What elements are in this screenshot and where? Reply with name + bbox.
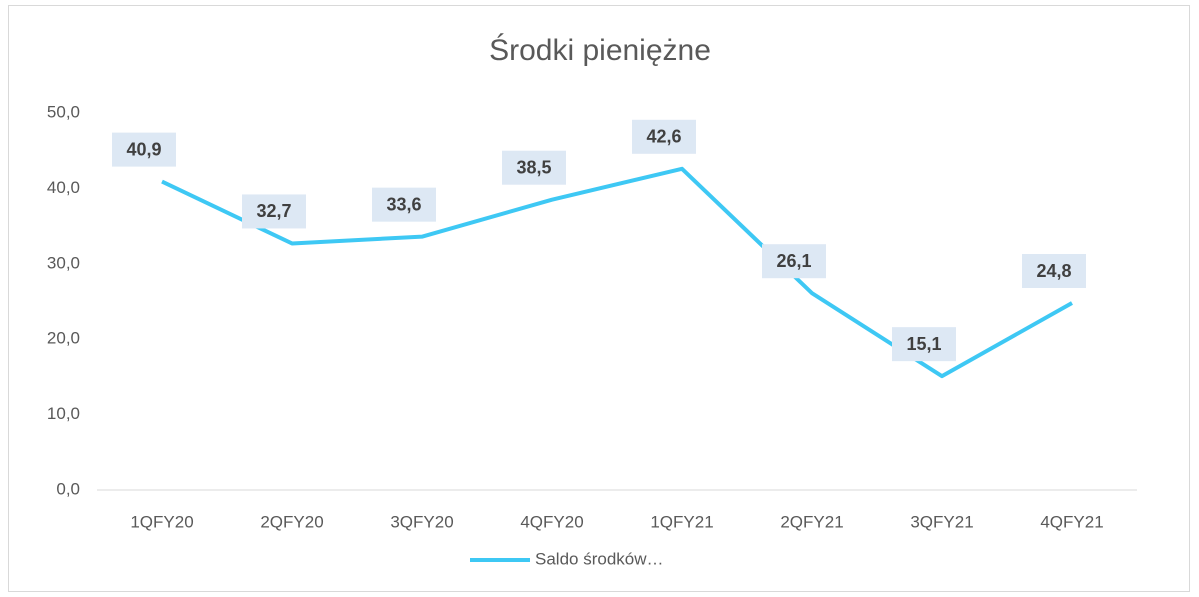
data-label-group: 38,5 bbox=[502, 150, 566, 185]
y-tick-label: 30,0 bbox=[47, 253, 80, 272]
data-label: 38,5 bbox=[516, 157, 551, 177]
x-tick-label: 1QFY21 bbox=[650, 512, 713, 531]
data-label-box bbox=[892, 327, 956, 362]
data-label-box bbox=[242, 194, 306, 229]
data-label: 15,1 bbox=[906, 334, 941, 354]
y-tick-label: 10,0 bbox=[47, 404, 80, 423]
data-label-group: 40,9 bbox=[112, 132, 176, 167]
data-label-box bbox=[502, 150, 566, 185]
data-label-box bbox=[112, 132, 176, 167]
y-tick-label: 20,0 bbox=[47, 329, 80, 348]
data-label-box bbox=[632, 119, 696, 154]
x-tick-label: 2QFY21 bbox=[780, 512, 843, 531]
data-label: 40,9 bbox=[126, 139, 161, 159]
data-label: 26,1 bbox=[776, 251, 811, 271]
data-label-box bbox=[762, 244, 826, 279]
x-tick-label: 4QFY21 bbox=[1040, 512, 1103, 531]
chart-border bbox=[8, 5, 1190, 592]
y-tick-label: 40,0 bbox=[47, 178, 80, 197]
y-tick-label: 0,0 bbox=[56, 479, 80, 498]
x-tick-label: 4QFY20 bbox=[520, 512, 583, 531]
data-label: 42,6 bbox=[646, 127, 681, 147]
x-tick-label: 3QFY21 bbox=[910, 512, 973, 531]
data-label-group: 42,6 bbox=[632, 119, 696, 154]
data-label: 33,6 bbox=[386, 194, 421, 214]
data-label-box bbox=[372, 187, 436, 222]
data-label: 32,7 bbox=[256, 201, 291, 221]
data-label-group: 33,6 bbox=[372, 187, 436, 222]
x-tick-label: 2QFY20 bbox=[260, 512, 323, 531]
data-label-group: 24,8 bbox=[1022, 254, 1086, 289]
data-label-group: 26,1 bbox=[762, 244, 826, 279]
data-label-group: 32,7 bbox=[242, 194, 306, 229]
data-label-group: 15,1 bbox=[892, 327, 956, 362]
x-tick-label: 3QFY20 bbox=[390, 512, 453, 531]
x-tick-label: 1QFY20 bbox=[130, 512, 193, 531]
data-label: 24,8 bbox=[1036, 261, 1071, 281]
y-tick-label: 50,0 bbox=[47, 102, 80, 121]
chart-title: Środki pieniężne bbox=[489, 33, 711, 67]
legend-label: Saldo środków… bbox=[535, 549, 664, 568]
data-label-box bbox=[1022, 254, 1086, 289]
series-line bbox=[161, 166, 1073, 379]
